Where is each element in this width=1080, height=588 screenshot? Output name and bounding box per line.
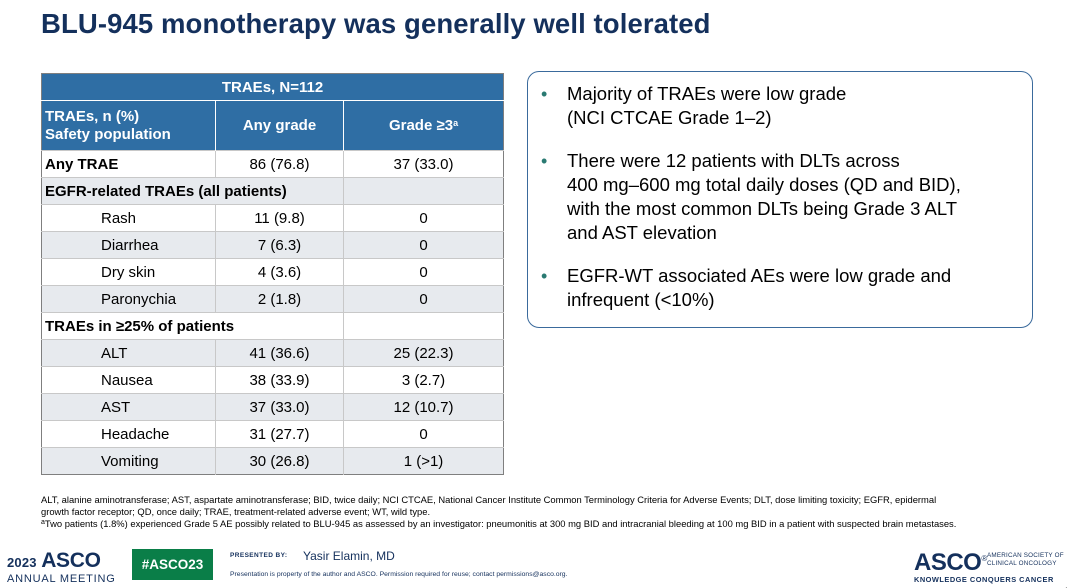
header-category-line1: TRAEs, n (%) [45,107,140,125]
presenter-name: Yasir Elamin, MD [303,549,395,563]
hashtag-badge: #ASCO23 [132,549,213,580]
table-row: Headache 31 (27.7) 0 [41,420,504,448]
bullet-line: infrequent (<10%) [567,289,715,310]
row-grade-3: 25 (22.3) [342,339,504,367]
bullet-text: There were 12 patients with DLTs across … [567,149,1014,245]
row-any-grade: 11 (9.8) [215,204,344,232]
footnote: ALT, alanine aminotransferase; AST, aspa… [41,494,1041,530]
table-row: Nausea 38 (33.9) 3 (2.7) [41,366,504,394]
table-row: TRAEs in ≥25% of patients [41,312,504,340]
table-row: Diarrhea 7 (6.3) 0 [41,231,504,259]
asco-annual-meeting-logo: 2023 ASCO ANNUAL MEETING [7,549,115,585]
row-label: Diarrhea [41,231,216,259]
header-grade-3-text: Grade ≥3 [388,117,454,134]
footnote-mark: a [41,519,45,527]
table-row: EGFR-related TRAEs (all patients) [41,177,504,205]
row-grade-3: 37 (33.0) [342,150,504,178]
row-section-label: EGFR-related TRAEs (all patients) [41,177,344,205]
asco-logo-text: ASCO [914,549,982,576]
row-label: Paronychia [41,285,216,313]
bullet-line: with the most common DLTs being Grade 3 … [567,198,958,219]
row-any-grade: 86 (76.8) [215,150,344,178]
row-any-grade: 37 (33.0) [215,393,344,421]
bullet-line: EGFR-WT associated AEs were low grade an… [567,265,952,286]
table-row: Any TRAE 86 (76.8) 37 (33.0) [41,150,504,178]
row-any-grade: 4 (3.6) [215,258,344,286]
bullet-item: • Majority of TRAEs were low grade (NCI … [540,82,1014,130]
header-grade-3-footnote-mark: a [453,118,459,128]
row-section-label: TRAEs in ≥25% of patients [41,312,344,340]
society-name-line2: CLINICAL ONCOLOGY [987,560,1057,567]
footnote-grade5-text: Two patients (1.8%) experienced Grade 5 … [44,518,957,530]
row-grade-3 [342,177,504,205]
row-grade-3: 0 [342,231,504,259]
row-any-grade: 41 (36.6) [215,339,344,367]
row-any-grade: 2 (1.8) [215,285,344,313]
registered-mark: ® [981,554,988,563]
society-name: AMERICAN SOCIETY OF CLINICAL ONCOLOGY [987,552,1064,568]
row-grade-3: 1 (>1) [342,447,504,475]
row-label: Vomiting [41,447,216,475]
row-any-grade: 7 (6.3) [215,231,344,259]
table-row: Rash 11 (9.8) 0 [41,204,504,232]
key-points-box: • Majority of TRAEs were low grade (NCI … [527,71,1033,328]
table-row: Vomiting 30 (26.8) 1 (>1) [41,447,504,475]
table-band-title: TRAEs, N=112 [221,78,324,96]
header-grade-3: Grade ≥3a [342,100,504,151]
society-name-line1: AMERICAN SOCIETY OF [987,552,1064,559]
footnote-abbreviations-line1: ALT, alanine aminotransferase; AST, aspa… [41,494,937,505]
row-label: Nausea [41,366,216,394]
row-grade-3: 0 [342,258,504,286]
row-label: Any TRAE [41,150,216,178]
row-grade-3: 0 [342,204,504,232]
header-category: TRAEs, n (%) Safety population [41,100,216,151]
bullet-dot-icon: • [541,84,548,104]
bullet-line: and AST elevation [567,222,717,243]
table-row: Paronychia 2 (1.8) 0 [41,285,504,313]
table-row: AST 37 (33.0) 12 (10.7) [41,393,504,421]
row-label: AST [41,393,216,421]
row-grade-3: 3 (2.7) [342,366,504,394]
presented-by-label: PRESENTED BY: [230,552,288,559]
bullet-item: • EGFR-WT associated AEs were low grade … [540,264,1014,312]
trae-table: TRAEs, N=112 TRAEs, n (%) Safety populat… [41,73,505,475]
slide-number: 4 [1063,586,1068,588]
row-grade-3: 0 [342,420,504,448]
table-row: ALT 41 (36.6) 25 (22.3) [41,339,504,367]
row-label: ALT [41,339,216,367]
footnote-grade5: aTwo patients (1.8%) experienced Grade 5… [41,517,1041,530]
meeting-asco: ASCO [41,549,101,572]
header-any-grade: Any grade [215,100,344,151]
bullet-line: There were 12 patients with DLTs across [567,150,900,171]
row-grade-3: 0 [342,285,504,313]
permission-notice: Presentation is property of the author a… [230,571,568,578]
row-grade-3 [342,312,504,340]
bullet-line: (NCI CTCAE Grade 1–2) [567,107,772,128]
row-label: Dry skin [41,258,216,286]
bullet-item: • There were 12 patients with DLTs acros… [540,149,1014,245]
footnote-abbreviations-line2: growth factor receptor; QD, once daily; … [41,505,431,517]
row-grade-3: 12 (10.7) [342,393,504,421]
society-tagline: KNOWLEDGE CONQUERS CANCER [914,575,1054,584]
bullet-text: EGFR-WT associated AEs were low grade an… [567,264,1014,312]
footer: 2023 ASCO ANNUAL MEETING #ASCO23 PRESENT… [0,546,1080,588]
meeting-year: 2023 [7,555,37,570]
row-any-grade: 38 (33.9) [215,366,344,394]
row-label: Headache [41,420,216,448]
meeting-label: ANNUAL MEETING [7,573,116,585]
table-header-row: TRAEs, n (%) Safety population Any grade… [41,100,504,151]
bullet-dot-icon: • [541,266,548,286]
bullet-line: 400 mg–600 mg total daily doses (QD and … [567,174,961,195]
bullet-line: Majority of TRAEs were low grade [567,83,847,104]
table-band-row: TRAEs, N=112 [41,73,504,101]
asco-society-logo: ASCO® AMERICAN SOCIETY OF CLINICAL ONCOL… [914,549,1064,584]
row-any-grade: 31 (27.7) [215,420,344,448]
bullet-dot-icon: • [541,151,548,171]
table-row: Dry skin 4 (3.6) 0 [41,258,504,286]
page-title: BLU-945 monotherapy was generally well t… [41,8,711,39]
row-any-grade: 30 (26.8) [215,447,344,475]
row-label: Rash [41,204,216,232]
bullet-text: Majority of TRAEs were low grade (NCI CT… [567,82,1014,130]
header-category-line2: Safety population [45,125,171,143]
